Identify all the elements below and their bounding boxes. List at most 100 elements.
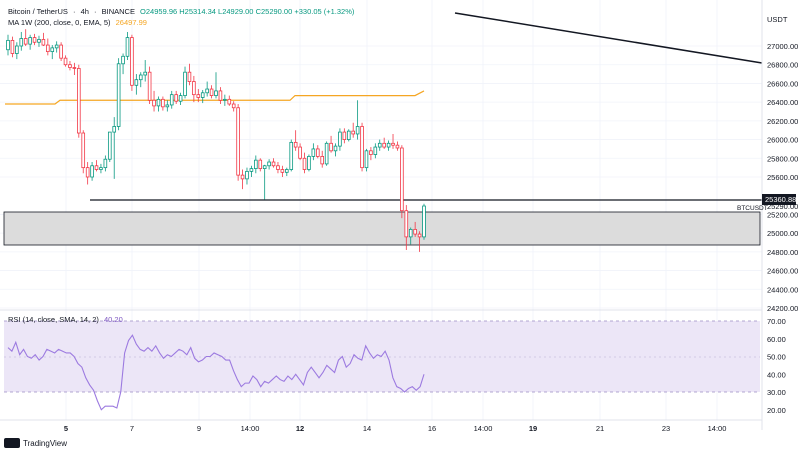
- candle[interactable]: [169, 90, 174, 109]
- candle[interactable]: [391, 133, 395, 149]
- candle[interactable]: [112, 117, 117, 179]
- candle[interactable]: [161, 96, 165, 111]
- candle[interactable]: [174, 90, 178, 105]
- candle[interactable]: [68, 60, 72, 71]
- candle[interactable]: [377, 139, 382, 151]
- rsi-axis[interactable]: 70.00 60.00 50.00 40.00 30.00 20.00: [767, 317, 786, 415]
- candle[interactable]: [223, 94, 227, 106]
- candle[interactable]: [19, 31, 24, 51]
- candle[interactable]: [227, 95, 232, 106]
- candle[interactable]: [333, 143, 338, 157]
- candle[interactable]: [386, 140, 391, 151]
- candle[interactable]: [254, 155, 258, 174]
- candle[interactable]: [249, 165, 254, 177]
- candle[interactable]: [329, 135, 333, 153]
- candle[interactable]: [130, 34, 134, 91]
- support-zone[interactable]: [3, 211, 761, 246]
- candle[interactable]: [99, 163, 103, 174]
- candle[interactable]: [59, 42, 63, 61]
- candle[interactable]: [245, 167, 249, 185]
- candle[interactable]: [302, 152, 307, 174]
- timeframe-label[interactable]: 4h: [80, 7, 89, 16]
- candle[interactable]: [77, 64, 81, 138]
- candle[interactable]: [364, 148, 369, 172]
- candle[interactable]: [422, 203, 426, 240]
- candle[interactable]: [338, 128, 342, 151]
- candle[interactable]: [289, 139, 294, 172]
- candle[interactable]: [28, 34, 32, 50]
- candle[interactable]: [90, 162, 94, 181]
- candle[interactable]: [262, 164, 267, 200]
- candle[interactable]: [373, 143, 378, 159]
- candle[interactable]: [165, 100, 170, 112]
- candle[interactable]: [138, 72, 143, 88]
- legend-symbol-row[interactable]: Bitcoin / TetherUS · 4h · BINANCE O24959…: [8, 7, 355, 16]
- candle[interactable]: [351, 122, 355, 138]
- legend-ma-row[interactable]: MA 1W (200, close, 0, EMA, 5) 26497.99: [8, 18, 150, 27]
- candle[interactable]: [187, 63, 192, 86]
- candle[interactable]: [103, 155, 108, 172]
- candle[interactable]: [54, 41, 59, 53]
- candle[interactable]: [240, 169, 245, 190]
- tradingview-logo[interactable]: TradingView: [4, 438, 67, 448]
- candle[interactable]: [400, 145, 404, 219]
- candle[interactable]: [369, 147, 373, 161]
- candle[interactable]: [360, 122, 364, 172]
- candle[interactable]: [293, 130, 298, 151]
- rsi-label[interactable]: RSI (14, close, SMA, 14, 2): [8, 315, 99, 324]
- candle[interactable]: [6, 34, 10, 56]
- legend-rsi-row[interactable]: RSI (14, close, SMA, 14, 2) 40.20: [8, 315, 126, 324]
- candle[interactable]: [134, 74, 139, 95]
- candle[interactable]: [311, 143, 316, 161]
- candle[interactable]: [209, 85, 214, 99]
- candle[interactable]: [417, 231, 422, 252]
- price-axis[interactable]: 27000.00 26800.00 26600.00 26400.00 26200.00…: [767, 42, 798, 313]
- candle[interactable]: [342, 128, 347, 144]
- candle[interactable]: [121, 53, 125, 75]
- candle[interactable]: [408, 227, 413, 245]
- candle[interactable]: [37, 35, 41, 47]
- candle[interactable]: [258, 158, 263, 172]
- candle[interactable]: [94, 160, 99, 172]
- candle[interactable]: [298, 143, 302, 161]
- candle[interactable]: [280, 165, 285, 177]
- candle[interactable]: [404, 205, 409, 250]
- candle[interactable]: [267, 159, 271, 170]
- candle[interactable]: [85, 162, 90, 185]
- candle[interactable]: [125, 31, 130, 61]
- candle[interactable]: [214, 72, 218, 99]
- candle[interactable]: [324, 141, 329, 166]
- candle[interactable]: [178, 92, 183, 105]
- candle[interactable]: [46, 38, 50, 56]
- candle[interactable]: [307, 154, 311, 172]
- candle[interactable]: [200, 89, 205, 104]
- candle[interactable]: [183, 66, 187, 99]
- candle[interactable]: [50, 45, 55, 60]
- ma-line[interactable]: [5, 90, 425, 105]
- candle[interactable]: [196, 89, 201, 103]
- candle[interactable]: [107, 131, 112, 163]
- candle[interactable]: [116, 58, 121, 131]
- candles-group[interactable]: [6, 29, 426, 252]
- candle[interactable]: [156, 96, 161, 112]
- candle[interactable]: [63, 55, 68, 67]
- candle[interactable]: [81, 130, 86, 174]
- candle[interactable]: [143, 60, 147, 82]
- candle[interactable]: [355, 100, 360, 140]
- candle[interactable]: [285, 167, 289, 177]
- trend-line[interactable]: [454, 12, 763, 64]
- candle[interactable]: [15, 42, 19, 60]
- symbol-name[interactable]: Bitcoin / TetherUS: [8, 7, 68, 16]
- candle[interactable]: [205, 81, 209, 97]
- candle[interactable]: [147, 66, 152, 105]
- candle[interactable]: [315, 145, 320, 159]
- candle[interactable]: [382, 137, 386, 149]
- candle[interactable]: [320, 150, 325, 168]
- candle[interactable]: [10, 36, 15, 58]
- candle[interactable]: [271, 158, 276, 168]
- candle[interactable]: [231, 101, 236, 112]
- rsi-line[interactable]: [7, 334, 425, 411]
- candle[interactable]: [152, 90, 156, 112]
- candle[interactable]: [276, 162, 280, 174]
